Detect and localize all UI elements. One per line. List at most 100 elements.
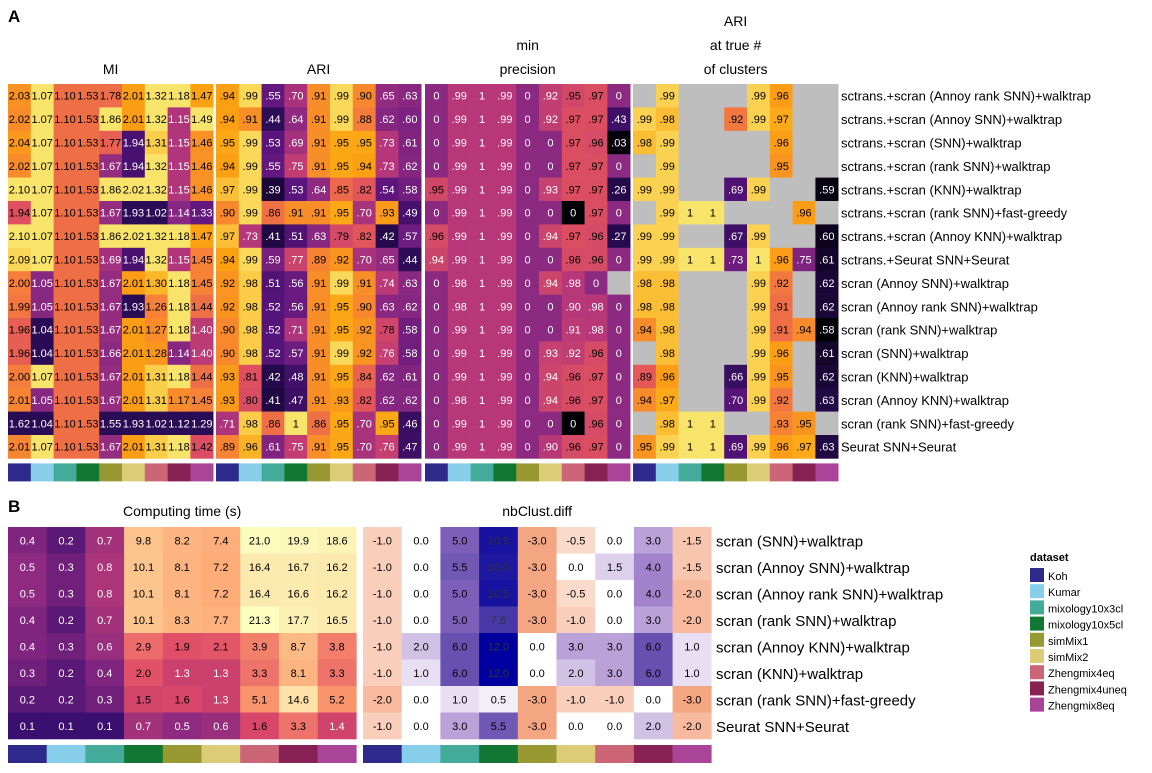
- nbclust-cell: [595, 553, 635, 581]
- min-precision-value: .97: [566, 138, 581, 150]
- dataset-strip-cell: [678, 463, 702, 482]
- panel-b: 0.4 -1.0 0.2 0.0 0.7 5.0 9.8 10.5 8.2 -3.0 7.4 -0.5…: [8, 503, 943, 763]
- nbclust-cell: [401, 580, 441, 607]
- min-precision-cell: [584, 154, 608, 178]
- time-value: 0.5: [20, 588, 35, 600]
- dataset-strip-cell: [561, 463, 585, 482]
- time-cell: [85, 659, 125, 687]
- mi-value: 1.05: [31, 301, 52, 313]
- min-precision-cell: [470, 247, 494, 272]
- nbclust-title: nbClust.diff: [502, 503, 572, 519]
- nbclust-cell: [672, 527, 712, 554]
- min-precision-cell: [425, 107, 449, 132]
- min-precision-value: 1: [479, 138, 485, 150]
- mi-value: 2.00: [9, 372, 30, 384]
- min-precision-cell: [447, 130, 471, 155]
- min-precision-cell: [607, 130, 631, 155]
- ari-true-k-title: of clusters: [704, 61, 768, 77]
- nbclust-value: 3.0: [646, 615, 661, 627]
- mi-value: 1.17: [168, 395, 189, 407]
- ari-true-k-cell: [724, 271, 748, 295]
- mi-value: 1.04: [31, 348, 52, 360]
- mi-cell: [99, 107, 123, 132]
- mi-value: 1.10: [54, 372, 75, 384]
- ari-cell: [375, 364, 399, 389]
- mi-cell: [190, 107, 214, 132]
- min-precision-cell: [607, 224, 631, 249]
- time-cell: [8, 659, 47, 687]
- ari-cell: [330, 388, 354, 412]
- ari-cell: [352, 84, 376, 108]
- ari-value: .91: [311, 348, 326, 360]
- time-cell: [124, 580, 164, 607]
- mi-cell: [30, 318, 54, 342]
- ari-true-k-cell: [701, 177, 725, 202]
- ari-true-k-value: .98: [660, 278, 675, 290]
- legend-entry: Koh: [1048, 571, 1068, 583]
- ari-cell: [330, 294, 354, 319]
- time-value: 16.4: [249, 588, 270, 600]
- mi-cell: [76, 107, 100, 132]
- ari-cell: [352, 271, 376, 295]
- time-value: 3.3: [252, 668, 267, 680]
- mi-value: 1.15: [168, 161, 189, 173]
- time-cell: [317, 527, 357, 554]
- ari-value: .82: [357, 184, 372, 196]
- mi-value: 1.49: [191, 114, 212, 126]
- min-precision-cell: [607, 271, 631, 295]
- mi-cell: [8, 411, 32, 436]
- nbclust-cell: [595, 606, 635, 634]
- ari-true-k-value: .99: [660, 208, 675, 220]
- ari-cell: [284, 411, 308, 436]
- ari-cell: [307, 388, 331, 412]
- mi-value: 1.40: [191, 325, 212, 337]
- time-value: 10.1: [133, 588, 154, 600]
- min-precision-cell: [493, 247, 517, 272]
- min-precision-value: .99: [497, 161, 512, 173]
- min-precision-cell: [470, 201, 494, 225]
- mi-value: 1.10: [54, 231, 75, 243]
- mi-value: 1.67: [100, 278, 121, 290]
- mi-cell: [76, 271, 100, 295]
- row-label: scran (rank SNN)+fast-greedy: [841, 416, 1015, 431]
- dataset-strip-cell: [701, 463, 725, 482]
- dataset-strip-cell: [398, 463, 422, 482]
- mi-value: 2.02: [123, 231, 144, 243]
- row-label: sctrans.+scran (Annoy SNN)+walktrap: [841, 112, 1062, 127]
- dataset-strip-cell: [124, 745, 164, 763]
- mi-cell: [167, 107, 191, 132]
- mi-value: 2.02: [9, 114, 30, 126]
- min-precision-value: 0: [616, 301, 622, 313]
- time-value: 2.1: [213, 641, 228, 653]
- nbclust-value: 3.0: [452, 721, 467, 733]
- ari-true-k-value: 1: [710, 208, 716, 220]
- min-precision-value: .96: [588, 418, 603, 430]
- mi-value: 1.44: [191, 372, 212, 384]
- min-precision-value: .97: [588, 184, 603, 196]
- min-precision-cell: [516, 341, 540, 366]
- time-cell: [317, 686, 357, 713]
- ari-value: .92: [220, 278, 235, 290]
- ari-value: .59: [265, 255, 280, 267]
- mi-cell: [144, 364, 168, 389]
- ari-true-k-value: 1: [687, 255, 693, 267]
- row-label: scran (SNN)+walktrap: [716, 533, 863, 550]
- mi-value: 2.01: [123, 372, 144, 384]
- min-precision-cell: [607, 435, 631, 459]
- time-value: 21.3: [249, 615, 270, 627]
- ari-true-k-cell: [701, 84, 725, 108]
- nbclust-cell: [556, 659, 596, 687]
- mi-value: 1.10: [54, 348, 75, 360]
- mi-cell: [122, 364, 146, 389]
- ari-true-k-cell: [633, 411, 657, 436]
- mi-cell: [30, 154, 54, 178]
- min-precision-value: 0: [616, 208, 622, 220]
- min-precision-cell: [607, 318, 631, 342]
- ari-true-k-cell: [792, 341, 816, 366]
- nbclust-cell: [556, 580, 596, 607]
- mi-cell: [167, 130, 191, 155]
- ari-cell: [330, 364, 354, 389]
- mi-cell: [167, 247, 191, 272]
- mi-value: 1.44: [191, 301, 212, 313]
- mi-cell: [190, 294, 214, 319]
